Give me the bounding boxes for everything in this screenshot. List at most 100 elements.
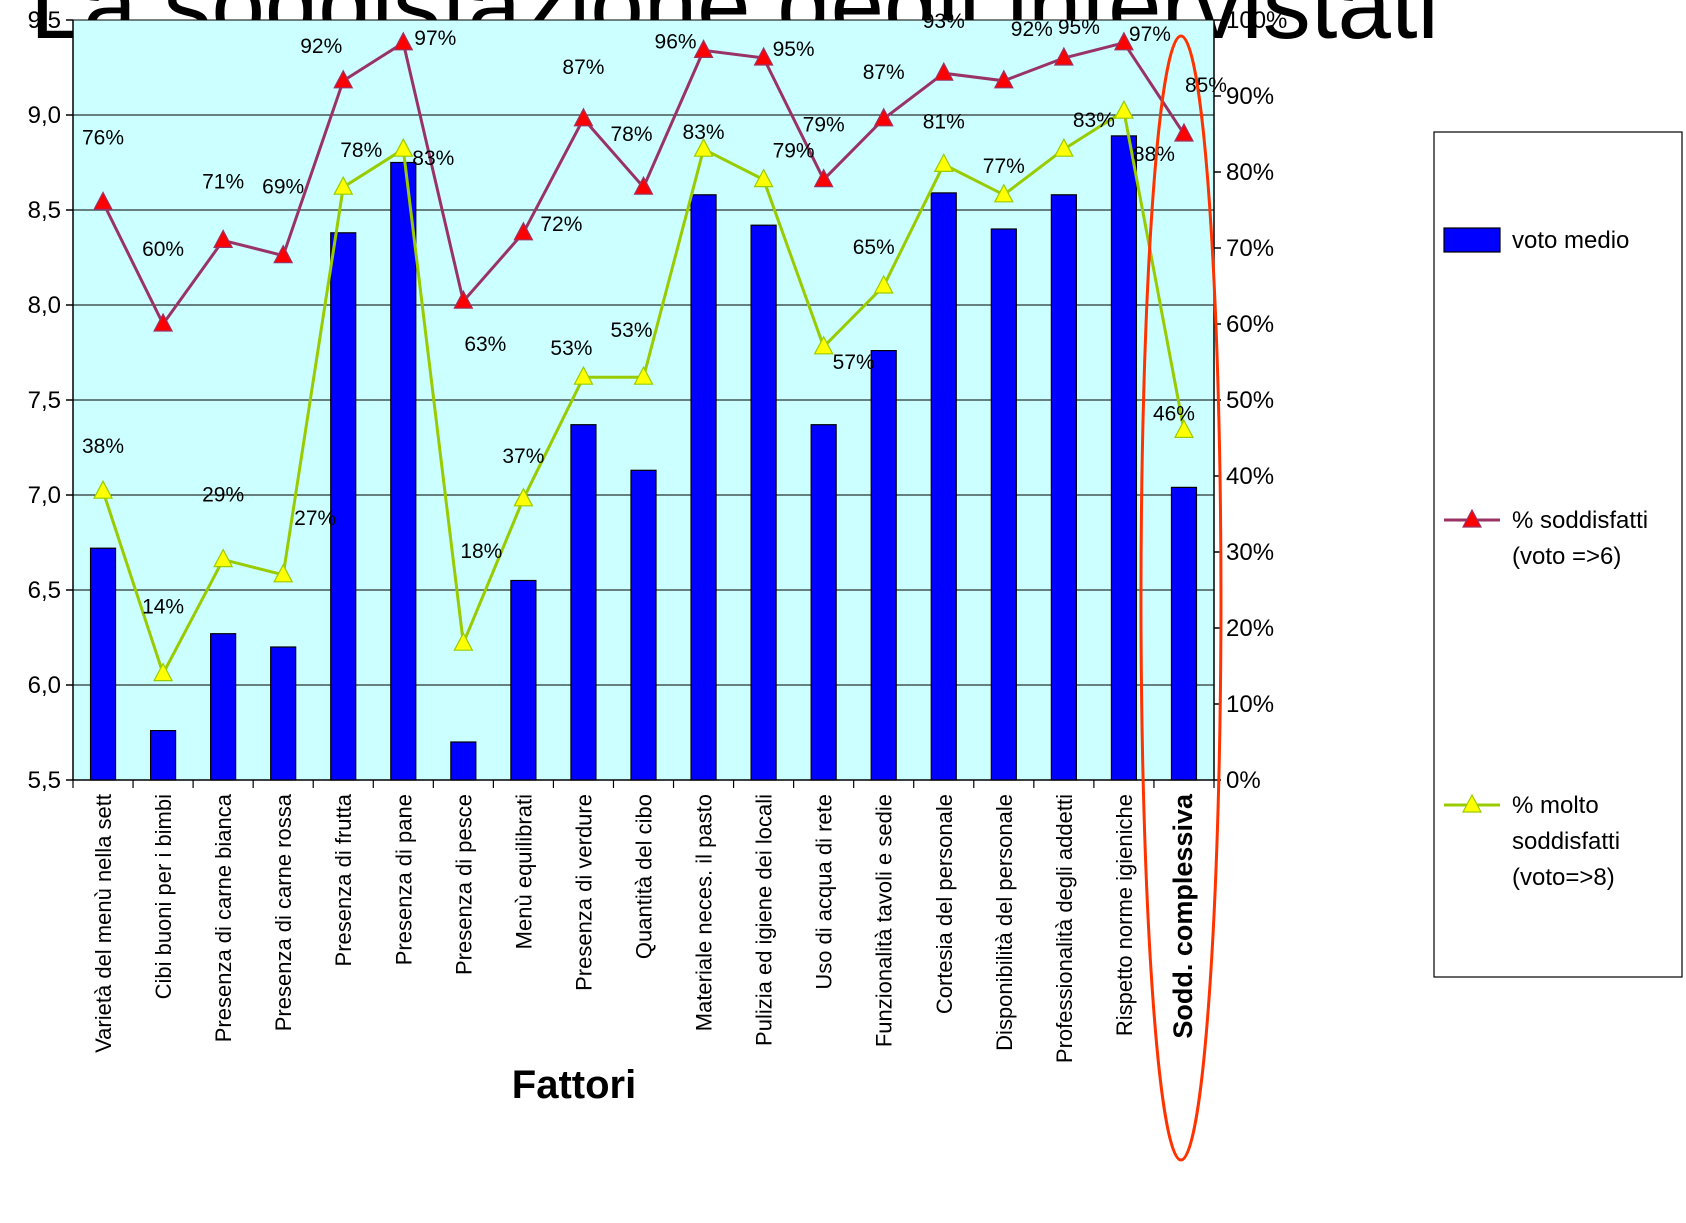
legend-label-very-satisfied: (voto=>8) xyxy=(1512,864,1615,891)
very-satisfied-data-label: 37% xyxy=(502,445,544,468)
right-tick-label: 80% xyxy=(1226,159,1274,186)
satisfied-marker xyxy=(633,175,654,195)
very-satisfied-data-label: 53% xyxy=(550,337,592,360)
right-tick-label: 50% xyxy=(1226,387,1274,414)
right-tick-label: 90% xyxy=(1226,83,1274,110)
category-label: Varietà del menù nella sett xyxy=(91,794,116,1053)
satisfied-data-label: 71% xyxy=(202,170,244,193)
legend-label-very-satisfied: % molto xyxy=(1512,792,1599,819)
highlight-ellipse xyxy=(1139,34,1223,1162)
satisfied-data-label: 60% xyxy=(142,238,184,261)
left-tick-label: 7,0 xyxy=(28,482,61,509)
satisfied-data-label: 85% xyxy=(1185,74,1227,97)
satisfied-marker xyxy=(1053,46,1074,66)
left-tick-label: 7,5 xyxy=(28,387,61,414)
very-satisfied-data-label: 83% xyxy=(683,121,725,144)
very-satisfied-data-label: 29% xyxy=(202,484,244,507)
very-satisfied-marker xyxy=(573,365,594,385)
very-satisfied-data-label: 46% xyxy=(1153,402,1195,425)
left-tick-label: 6,5 xyxy=(28,577,61,604)
satisfied-data-label: 95% xyxy=(773,38,815,61)
right-tick-label: 20% xyxy=(1226,615,1274,642)
satisfied-data-label: 78% xyxy=(610,123,652,146)
satisfied-data-label: 93% xyxy=(923,10,965,33)
satisfied-data-label: 87% xyxy=(562,56,604,79)
very-satisfied-marker xyxy=(93,479,114,499)
bar xyxy=(270,646,297,781)
left-tick-label: 9,5 xyxy=(28,7,61,34)
satisfied-marker xyxy=(393,31,414,51)
legend-swatch-very-satisfied-marker xyxy=(1462,793,1482,813)
bar xyxy=(330,232,357,781)
category-label: Presenza di frutta xyxy=(331,793,356,966)
right-tick-label: 10% xyxy=(1226,691,1274,718)
bar xyxy=(210,633,237,781)
right-tick-label: 70% xyxy=(1226,235,1274,262)
very-satisfied-marker xyxy=(213,548,234,568)
satisfied-marker xyxy=(453,289,474,309)
very-satisfied-marker xyxy=(513,487,534,507)
satisfied-data-label: 96% xyxy=(655,30,697,53)
very-satisfied-marker xyxy=(873,274,894,294)
satisfied-marker xyxy=(753,46,774,66)
satisfied-marker xyxy=(693,39,714,59)
very-satisfied-data-label: 57% xyxy=(833,351,875,374)
satisfied-data-label: 69% xyxy=(262,176,304,199)
satisfied-marker xyxy=(813,168,834,188)
very-satisfied-marker xyxy=(993,183,1014,203)
bar xyxy=(1110,135,1138,781)
satisfied-marker xyxy=(573,107,594,127)
satisfied-marker xyxy=(213,229,234,248)
very-satisfied-data-label: 14% xyxy=(142,596,184,619)
very-satisfied-data-label: 78% xyxy=(340,139,382,162)
category-label: Uso di acqua di rete xyxy=(812,794,837,990)
very-satisfied-data-label: 53% xyxy=(610,319,652,342)
category-label: Presenza di carne bianca xyxy=(211,793,236,1042)
very-satisfied-marker xyxy=(273,563,294,583)
very-satisfied-marker xyxy=(453,631,474,651)
legend: voto medio % soddisfatti (voto =>6) % molto… xyxy=(1433,131,1683,978)
category-label: Presenza di pesce xyxy=(451,794,476,975)
bar xyxy=(390,161,417,781)
bar xyxy=(570,424,597,781)
legend-swatch-satisfied-marker xyxy=(1462,508,1482,528)
bar xyxy=(810,424,837,781)
satisfied-data-label: 72% xyxy=(540,213,582,236)
very-satisfied-data-label: 83% xyxy=(412,147,454,170)
bar xyxy=(750,224,777,781)
very-satisfied-marker xyxy=(1113,99,1134,119)
category-label: Cibi buoni per i bimbi xyxy=(151,794,176,999)
very-satisfied-data-label: 79% xyxy=(773,140,815,163)
very-satisfied-data-label: 38% xyxy=(82,435,124,458)
legend-label-satisfied: (voto =>6) xyxy=(1512,543,1621,570)
very-satisfied-data-label: 27% xyxy=(294,507,336,530)
very-satisfied-marker xyxy=(1173,419,1194,438)
right-tick-label: 60% xyxy=(1226,311,1274,338)
bar xyxy=(149,729,177,781)
bar xyxy=(870,350,897,781)
very-satisfied-data-label: 88% xyxy=(1133,143,1175,166)
category-label: Cortesia del personale xyxy=(932,794,957,1014)
plot-area: 5,5 6,0 6,5 7,0 7,5 8,0 8,5 9,0 9,5 0% 10% 20% 30% 40… xyxy=(28,7,1287,1162)
very-satisfied-marker xyxy=(813,335,834,355)
very-satisfied-marker xyxy=(153,662,174,682)
very-satisfied-marker xyxy=(693,137,714,157)
category-label: Presenza di pane xyxy=(391,794,416,965)
satisfied-marker xyxy=(93,191,114,210)
legend-label-voto-medio: voto medio xyxy=(1512,227,1629,254)
very-satisfied-marker xyxy=(393,137,414,157)
left-tick-label: 8,0 xyxy=(28,292,61,319)
category-label: Presenza di verdure xyxy=(571,794,596,991)
category-label: Rispetto norme igieniche xyxy=(1112,794,1137,1036)
satisfied-marker xyxy=(1173,122,1194,142)
satisfied-data-label: 92% xyxy=(1011,18,1053,41)
very-satisfied-data-label: 81% xyxy=(923,110,965,133)
bar xyxy=(630,469,657,781)
satisfied-data-label: 97% xyxy=(1129,23,1171,46)
category-label: Materiale neces. il pasto xyxy=(692,794,717,1031)
legend-label-very-satisfied: soddisfatti xyxy=(1512,828,1620,855)
right-tick-label: 30% xyxy=(1226,539,1274,566)
satisfied-marker xyxy=(273,244,294,264)
bar xyxy=(690,194,717,781)
